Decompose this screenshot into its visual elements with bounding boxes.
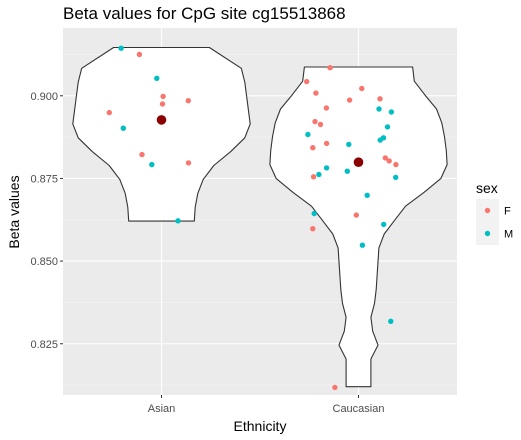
data-point	[344, 168, 350, 174]
data-point	[346, 97, 353, 103]
data-point	[381, 221, 387, 228]
legend-label: M	[504, 229, 513, 241]
data-point	[311, 210, 317, 217]
mean-point-caucasian	[353, 157, 364, 167]
data-point	[377, 137, 383, 143]
chart-title: Beta values for CpG site cg15513868	[63, 4, 346, 23]
data-point	[382, 155, 388, 161]
data-point	[388, 109, 395, 115]
data-point	[393, 174, 399, 181]
data-point	[136, 51, 143, 58]
mean-point-asian	[156, 115, 167, 125]
data-point	[120, 125, 127, 131]
data-point	[353, 212, 359, 218]
legend: sex FM	[476, 180, 513, 245]
y-tick-label: 0.825	[30, 339, 58, 351]
y-axis: 0.825 0.850 0.875 0.900	[30, 91, 63, 351]
data-point	[332, 384, 338, 391]
data-point	[317, 121, 324, 128]
data-point	[359, 242, 366, 248]
data-point	[359, 85, 365, 92]
y-tick-label: 0.850	[30, 256, 58, 268]
data-point	[312, 118, 318, 125]
data-point	[327, 65, 333, 71]
data-point	[346, 141, 352, 148]
y-tick-label: 0.875	[30, 173, 58, 185]
data-point	[377, 96, 383, 102]
data-point	[185, 98, 191, 104]
data-point	[305, 131, 311, 138]
points	[106, 45, 399, 391]
data-point	[323, 140, 330, 147]
x-tick-label: Asian	[148, 403, 176, 415]
data-point	[386, 158, 392, 164]
y-axis-title: Beta values	[6, 175, 22, 248]
data-point	[393, 161, 399, 168]
x-axis: Asian Caucasian	[148, 395, 385, 415]
legend-marker	[484, 207, 491, 214]
legend-label: F	[504, 206, 511, 218]
data-point	[159, 101, 166, 107]
data-point	[175, 218, 181, 224]
data-point	[313, 90, 319, 96]
legend-title: sex	[476, 180, 498, 196]
data-point	[310, 145, 316, 151]
y-tick-label: 0.900	[30, 91, 58, 103]
data-point	[185, 160, 192, 166]
data-point	[323, 105, 330, 111]
summary-points	[156, 115, 364, 167]
data-point	[384, 124, 391, 130]
violin-asian	[72, 46, 251, 222]
data-point	[364, 192, 370, 198]
data-point	[160, 93, 166, 100]
data-point	[154, 75, 160, 82]
data-point	[388, 318, 394, 324]
x-tick-label: Caucasian	[333, 403, 385, 415]
data-point	[316, 171, 322, 178]
data-point	[118, 45, 124, 51]
data-point	[376, 106, 382, 112]
data-point	[139, 151, 145, 158]
data-point	[149, 161, 155, 168]
data-point	[310, 174, 317, 180]
data-point	[106, 109, 113, 116]
legend-marker	[484, 230, 491, 237]
data-point	[323, 165, 330, 171]
data-point	[310, 226, 316, 232]
x-axis-title: Ethnicity	[234, 418, 287, 434]
data-point	[304, 78, 310, 85]
